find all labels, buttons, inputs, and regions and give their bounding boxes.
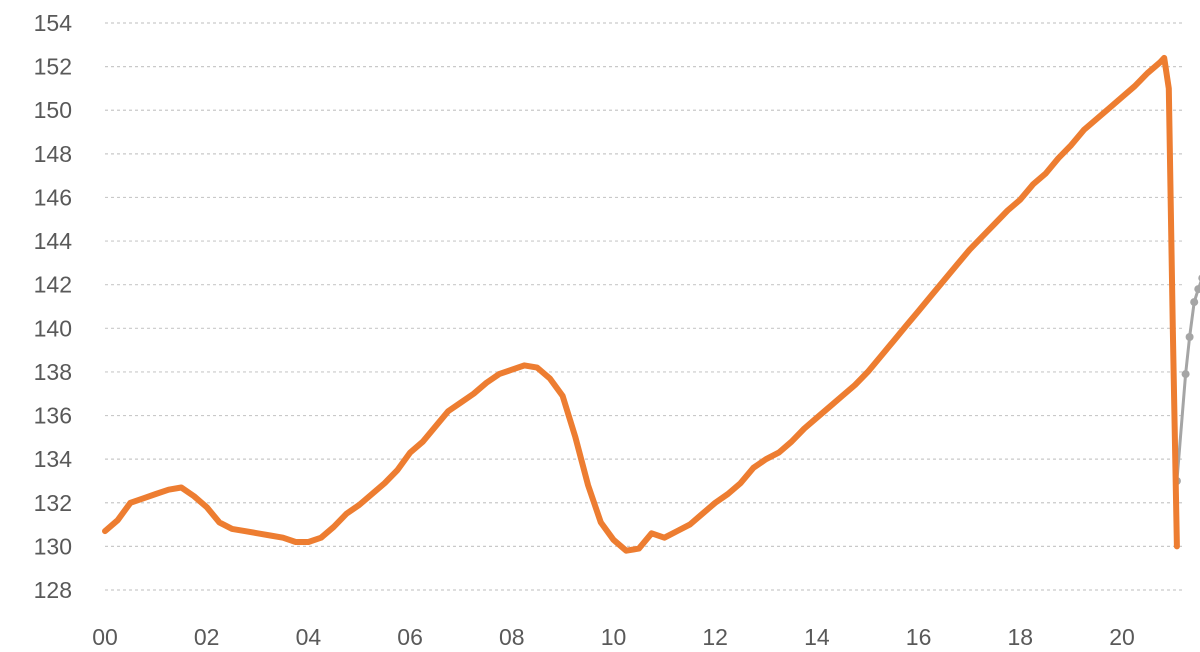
y-tick-label: 154 (34, 10, 73, 36)
y-tick-label: 142 (34, 272, 72, 298)
x-tick-label: 12 (702, 624, 728, 650)
series-lines (102, 54, 1200, 554)
y-tick-label: 136 (34, 403, 72, 429)
y-tick-label: 148 (34, 141, 72, 167)
x-tick-label: 04 (296, 624, 322, 650)
y-tick-label: 150 (34, 97, 72, 123)
y-tick-label: 140 (34, 315, 72, 341)
y-tick-label: 134 (34, 446, 73, 472)
y-tick-label: 130 (34, 533, 72, 559)
x-tick-label: 20 (1109, 624, 1135, 650)
x-tick-label: 00 (92, 624, 118, 650)
x-tick-label: 06 (397, 624, 423, 650)
data-point (1185, 333, 1194, 341)
y-tick-label: 152 (34, 54, 72, 80)
series-line (1175, 280, 1200, 483)
x-tick-label: 08 (499, 624, 525, 650)
y-tick-label: 144 (34, 228, 73, 254)
x-axis-tick-labels: 00 02 04 06 08 10 12 14 16 18 20 (92, 624, 1135, 650)
x-tick-label: 14 (804, 624, 830, 650)
y-tick-label: 128 (34, 577, 72, 603)
y-axis-tick-labels: 128 130 132 134 136 138 140 142 144 146 148 150 152 1… (34, 10, 73, 603)
data-point (1190, 298, 1199, 307)
x-tick-label: 16 (906, 624, 932, 650)
data-point (1194, 285, 1200, 294)
data-point (1181, 370, 1190, 379)
gridlines (105, 22, 1185, 591)
x-tick-label: 18 (1008, 624, 1034, 650)
x-tick-label: 02 (194, 624, 220, 650)
y-tick-label: 146 (34, 184, 72, 210)
series-line (102, 54, 1180, 554)
y-tick-label: 132 (34, 490, 72, 516)
y-tick-label: 138 (34, 359, 72, 385)
series-1 (102, 54, 1180, 554)
x-tick-label: 10 (601, 624, 627, 650)
